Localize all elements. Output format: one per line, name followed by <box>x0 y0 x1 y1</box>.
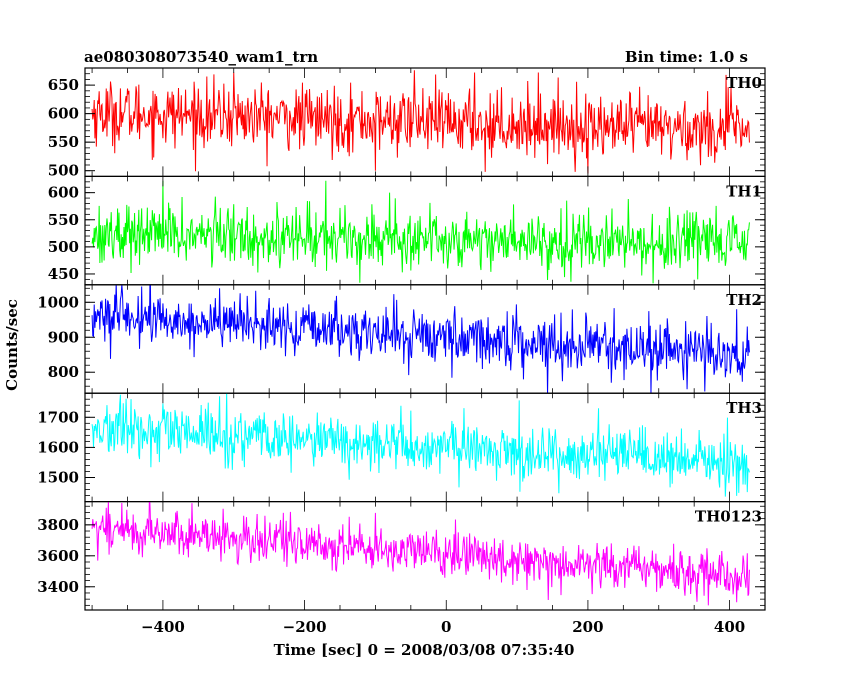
y-axis-label: Counts/sec <box>3 299 21 391</box>
series-line-th3 <box>91 393 750 497</box>
x-axis-label: Time [sec] 0 = 2008/03/08 07:35:40 <box>274 641 575 659</box>
y-tick-label: 3600 <box>37 547 79 565</box>
y-tick-label: 3800 <box>37 516 79 534</box>
x-tick-label: 0 <box>441 618 451 636</box>
panels-group: 500 550 600 650 TH0 450 500 550 600 TH1 800 900 1000… <box>37 67 766 636</box>
y-tick-label: 500 <box>48 162 79 180</box>
x-tick-label: 400 <box>714 618 745 636</box>
chart-title-left: ae080308073540_wam1_trn <box>84 48 318 66</box>
panel-th0123: 3400 3600 3800 TH0123 <box>37 501 766 611</box>
y-tick-label: 600 <box>48 184 79 202</box>
panel-th0: 500 550 600 650 TH0 <box>48 67 766 180</box>
panel-th3: 1500 1600 1700 TH3 <box>37 392 766 503</box>
y-tick-label: 3400 <box>37 578 79 596</box>
chart-title-right: Bin time: 1.0 s <box>625 48 748 66</box>
y-tick-label: 650 <box>48 76 79 94</box>
panel-label: TH2 <box>726 291 762 309</box>
y-tick-label: 450 <box>48 265 79 283</box>
x-tick-label: −200 <box>283 618 327 636</box>
panel-label: TH3 <box>726 399 762 417</box>
y-tick-label: 500 <box>48 238 79 256</box>
y-tick-label: 800 <box>48 363 79 381</box>
y-tick-label: 600 <box>48 105 79 123</box>
y-tick-label: 550 <box>48 133 79 151</box>
x-tick-label: −400 <box>141 618 185 636</box>
panel-th2: 800 900 1000 TH2 <box>37 284 766 394</box>
y-tick-label: 900 <box>48 328 79 346</box>
y-tick-label: 1600 <box>37 438 79 456</box>
y-tick-label: 1500 <box>37 469 79 487</box>
y-tick-label: 1000 <box>37 293 79 311</box>
y-tick-label: 1700 <box>37 408 79 426</box>
panel-th1: 450 500 550 600 TH1 <box>48 175 766 286</box>
panel-label: TH0 <box>726 74 762 92</box>
x-tick-label: 200 <box>572 618 603 636</box>
series-line-th2 <box>91 284 750 394</box>
series-line-th1 <box>91 180 750 284</box>
panel-label: TH1 <box>726 182 762 200</box>
panel-frame <box>84 67 766 178</box>
series-line-th0 <box>91 70 750 174</box>
series-line-th0123 <box>91 501 750 606</box>
y-tick-label: 550 <box>48 211 79 229</box>
panel-label: TH0123 <box>695 508 762 526</box>
